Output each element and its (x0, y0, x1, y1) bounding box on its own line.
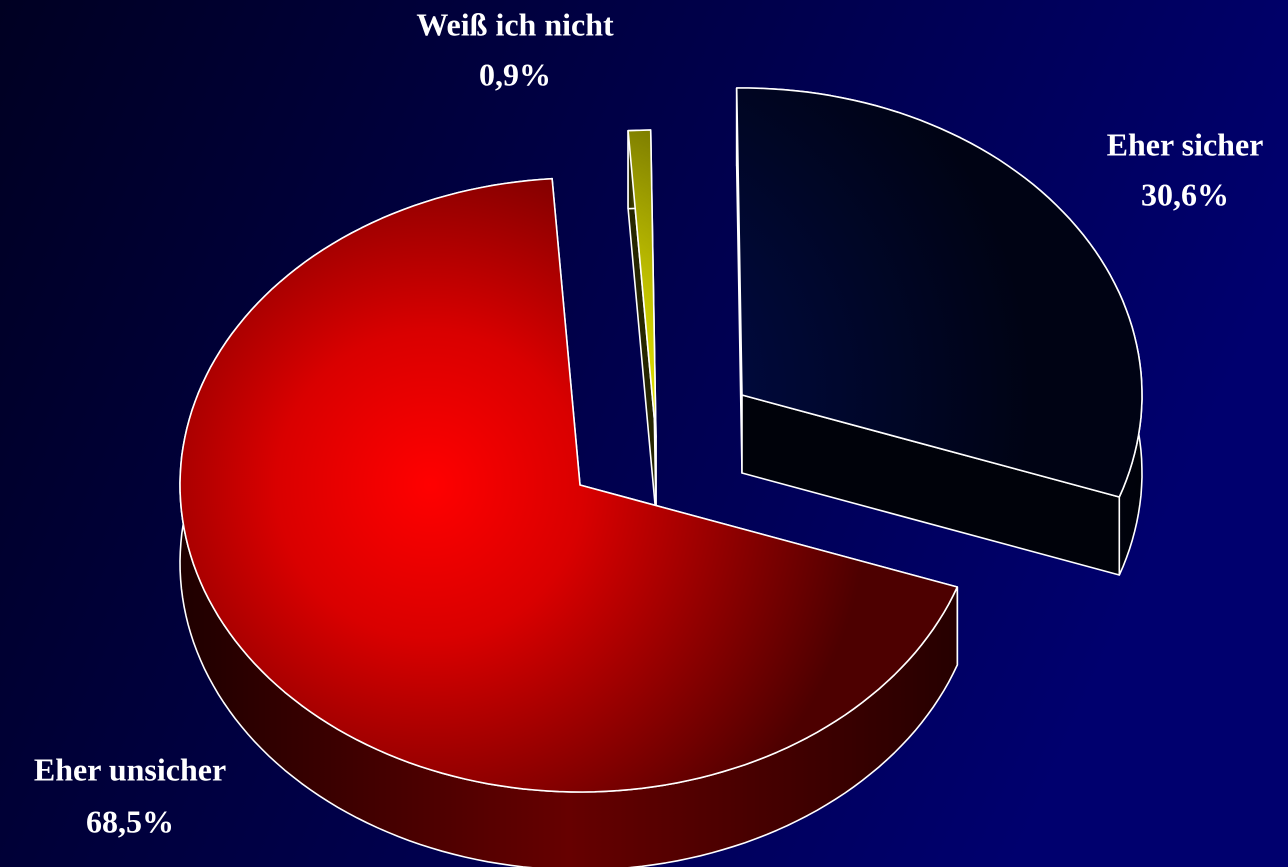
slice (735, 87, 1143, 498)
value-label: 68,5% (86, 803, 174, 839)
value-label: 30,6% (1141, 176, 1229, 212)
slice-label: Eher sicher (1107, 126, 1264, 162)
slice (627, 129, 657, 438)
value-label: 0,9% (479, 56, 551, 92)
slice (179, 177, 959, 793)
slice-label: Eher unsicher (34, 751, 226, 787)
slice-label: Weiß ich nicht (416, 6, 614, 42)
